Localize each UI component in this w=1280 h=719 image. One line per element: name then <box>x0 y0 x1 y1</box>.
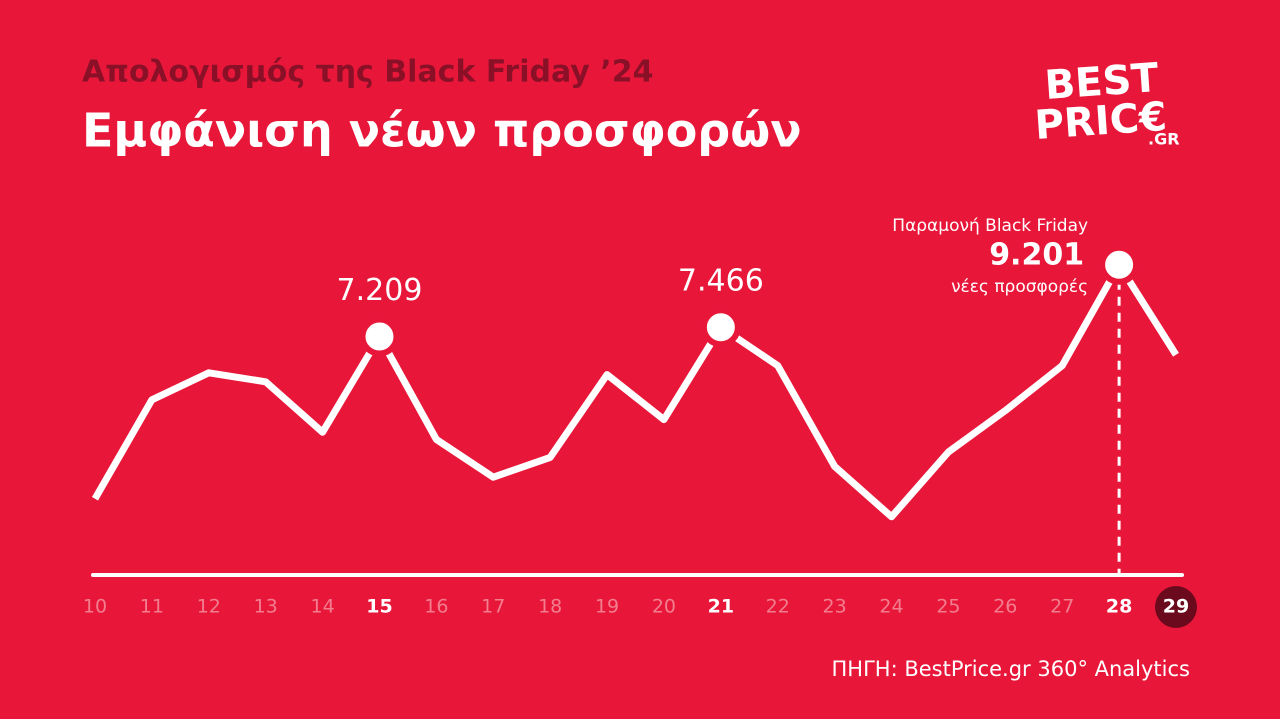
x-tick-label: 21 <box>708 596 734 618</box>
x-tick-label: 10 <box>83 596 107 618</box>
x-tick-label: 25 <box>936 596 960 618</box>
annotation: νέες προσφορές <box>951 277 1088 297</box>
x-tick-label: 29 <box>1163 596 1189 618</box>
data-line <box>91 261 1179 521</box>
x-tick-label: 14 <box>310 596 334 618</box>
point-marker <box>1099 244 1140 285</box>
logo-text: .GR <box>1148 130 1180 149</box>
value-label: 7.209 <box>337 273 423 308</box>
x-tick-label: 26 <box>993 596 1017 618</box>
x-tick-label: 20 <box>652 596 676 618</box>
x-tick-label: 28 <box>1106 596 1132 618</box>
source: ΠΗΓΗ: BestPrice.gr 360° Analytics <box>832 657 1191 681</box>
value-label: 7.466 <box>678 264 764 299</box>
supertitle: Απολογισμός της Black Friday ’24 <box>82 55 653 90</box>
x-tick-label: 13 <box>254 596 278 618</box>
x-tick-label: 18 <box>538 596 562 618</box>
point-marker <box>359 316 400 357</box>
x-tick-label: 11 <box>140 596 164 618</box>
x-tick-label: 19 <box>595 596 619 618</box>
x-tick-label: 16 <box>424 596 448 618</box>
x-tick-label: 17 <box>481 596 505 618</box>
logo: BEST PRIC€ .GR <box>1033 55 1179 149</box>
x-tick-label: 12 <box>197 596 221 618</box>
annotation: Παραμονή Black Friday <box>892 216 1088 236</box>
logo-text: PRIC€ <box>1033 94 1168 149</box>
value-label: 9.201 <box>989 238 1084 273</box>
current-marker <box>1155 586 1197 628</box>
chart-title: Εμφάνιση νέων προσφορών <box>82 104 802 158</box>
point-marker <box>700 307 741 348</box>
x-tick-label: 22 <box>766 596 790 618</box>
x-tick-label: 15 <box>366 596 392 618</box>
x-tick-label: 27 <box>1050 596 1074 618</box>
x-tick-label: 23 <box>823 596 847 618</box>
x-tick-label: 24 <box>879 596 903 618</box>
logo-text: BEST <box>1043 55 1161 109</box>
